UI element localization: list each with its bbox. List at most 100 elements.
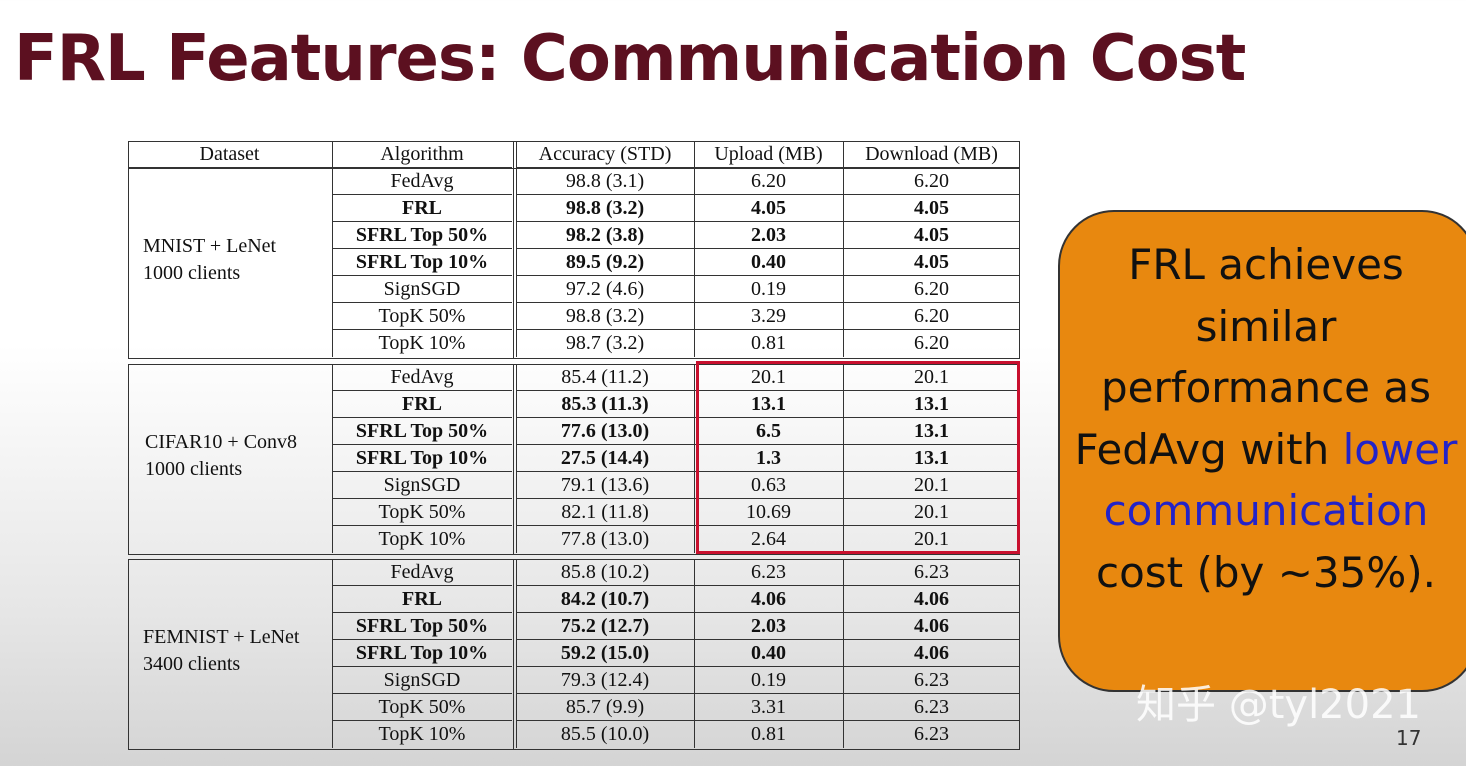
accuracy-cell: 77.6 (13.0) — [515, 417, 694, 445]
upload-cell: 10.69 — [693, 498, 843, 526]
dataset-label: CIFAR10 + Conv8 1000 clients — [145, 429, 297, 483]
table-row: TopK 10% 98.7 (3.2) 0.81 6.20 — [128, 329, 1020, 357]
accuracy-cell: 98.8 (3.2) — [515, 302, 694, 330]
algorithm-cell: FedAvg — [331, 167, 512, 195]
accuracy-cell: 82.1 (11.8) — [515, 498, 694, 526]
table-row: FedAvg 85.8 (10.2) 6.23 6.23 — [128, 558, 1020, 586]
accuracy-cell: 75.2 (12.7) — [515, 612, 694, 640]
algorithm-cell: SFRL Top 10% — [331, 248, 512, 276]
upload-cell: 2.03 — [693, 612, 843, 640]
download-cell: 4.06 — [842, 585, 1020, 613]
table-row: SFRL Top 50% 77.6 (13.0) 6.5 13.1 — [128, 417, 1020, 445]
upload-cell: 4.06 — [693, 585, 843, 613]
double-divider — [513, 142, 518, 169]
accuracy-cell: 77.8 (13.0) — [515, 525, 694, 553]
download-cell: 20.1 — [842, 525, 1020, 553]
table-row: FRL 84.2 (10.7) 4.06 4.06 — [128, 585, 1020, 613]
upload-cell: 20.1 — [693, 363, 843, 391]
header-cell: Algorithm — [331, 140, 512, 168]
download-cell: 13.1 — [842, 390, 1020, 418]
accuracy-cell: 85.5 (10.0) — [515, 720, 694, 748]
table-header: Dataset Algorithm Accuracy (STD) Upload (MB… — [127, 140, 1020, 169]
table-row: FedAvg 85.4 (11.2) 20.1 20.1 — [128, 363, 1020, 391]
table-row: FedAvg 98.8 (3.1) 6.20 6.20 — [128, 167, 1020, 195]
table-row: SignSGD 79.1 (13.6) 0.63 20.1 — [128, 471, 1020, 499]
table-row: TopK 50% 82.1 (11.8) 10.69 20.1 — [128, 498, 1020, 526]
download-cell: 13.1 — [842, 444, 1020, 472]
table-row: FRL 98.8 (3.2) 4.05 4.05 — [128, 194, 1020, 222]
upload-cell: 1.3 — [693, 444, 843, 472]
upload-cell: 0.40 — [693, 248, 843, 276]
upload-cell: 0.19 — [693, 666, 843, 694]
download-cell: 20.1 — [842, 498, 1020, 526]
algorithm-cell: TopK 50% — [331, 693, 512, 721]
download-cell: 4.05 — [842, 194, 1020, 222]
upload-cell: 0.81 — [693, 720, 843, 748]
dataset-line: MNIST + LeNet — [143, 235, 277, 257]
algorithm-cell: TopK 50% — [331, 302, 512, 330]
accuracy-cell: 85.4 (11.2) — [515, 363, 694, 391]
download-cell: 6.20 — [842, 302, 1020, 330]
accuracy-cell: 79.1 (13.6) — [515, 471, 694, 499]
accuracy-cell: 97.2 (4.6) — [515, 275, 694, 303]
upload-cell: 0.40 — [693, 639, 843, 667]
table-row: TopK 10% 77.8 (13.0) 2.64 20.1 — [128, 525, 1020, 553]
upload-cell: 0.81 — [693, 329, 843, 357]
algorithm-cell: FRL — [331, 194, 512, 222]
table-row: TopK 50% 85.7 (9.9) 3.31 6.23 — [128, 693, 1020, 721]
page-number: 17 — [1396, 726, 1422, 750]
download-cell: 6.20 — [842, 167, 1020, 195]
algorithm-cell: FedAvg — [331, 363, 512, 391]
table-row: SFRL Top 50% 75.2 (12.7) 2.03 4.06 — [128, 612, 1020, 640]
algorithm-cell: FedAvg — [331, 558, 512, 586]
accuracy-cell: 79.3 (12.4) — [515, 666, 694, 694]
callout-text-end: cost (by ~35%). — [1095, 547, 1437, 597]
algorithm-cell: SFRL Top 50% — [331, 417, 512, 445]
upload-cell: 3.29 — [693, 302, 843, 330]
upload-cell: 2.03 — [693, 221, 843, 249]
accuracy-cell: 89.5 (9.2) — [515, 248, 694, 276]
table-group: CIFAR10 + Conv8 1000 clients FedAvg 85.4 (1… — [128, 363, 1020, 555]
download-cell: 13.1 — [842, 417, 1020, 445]
algorithm-cell: SFRL Top 10% — [331, 444, 512, 472]
algorithm-cell: TopK 50% — [331, 498, 512, 526]
algorithm-cell: SFRL Top 50% — [331, 221, 512, 249]
dataset-line: 1000 clients — [145, 458, 243, 480]
header-cell: Dataset — [127, 141, 332, 168]
upload-cell: 3.31 — [693, 693, 843, 721]
upload-cell: 0.63 — [693, 471, 843, 499]
algorithm-cell: SignSGD — [331, 666, 512, 694]
accuracy-cell: 59.2 (15.0) — [515, 639, 694, 667]
algorithm-cell: SignSGD — [331, 471, 512, 499]
table-row: SFRL Top 10% 59.2 (15.0) 0.40 4.06 — [128, 639, 1020, 667]
upload-cell: 4.05 — [693, 194, 843, 222]
download-cell: 6.20 — [842, 275, 1020, 303]
download-cell: 6.23 — [842, 693, 1020, 721]
callout-text: FRL achieves similar performance as FedA… — [1060, 234, 1466, 603]
slide-title: FRL Features: Communication Cost — [14, 22, 1246, 96]
table-group: FEMNIST + LeNet 3400 clients FedAvg 85.8 (1… — [128, 558, 1020, 750]
accuracy-cell: 85.3 (11.3) — [515, 390, 694, 418]
double-divider — [513, 365, 518, 554]
download-cell: 4.06 — [842, 639, 1020, 667]
table-row: FRL 85.3 (11.3) 13.1 13.1 — [128, 390, 1020, 418]
dataset-line: 3400 clients — [143, 653, 241, 675]
algorithm-cell: FRL — [331, 585, 512, 613]
table-row: SignSGD 79.3 (12.4) 0.19 6.23 — [128, 666, 1020, 694]
dataset-line: 1000 clients — [143, 262, 241, 284]
accuracy-cell: 27.5 (14.4) — [515, 444, 694, 472]
algorithm-cell: SignSGD — [331, 275, 512, 303]
table-row: SFRL Top 50% 98.2 (3.8) 2.03 4.05 — [128, 221, 1020, 249]
algorithm-cell: SFRL Top 50% — [331, 612, 512, 640]
accuracy-cell: 84.2 (10.7) — [515, 585, 694, 613]
callout-text-highlight: lower communication — [1103, 424, 1458, 536]
accuracy-cell: 85.7 (9.9) — [515, 693, 694, 721]
header-cell: Accuracy (STD) — [515, 140, 694, 168]
header-cell: Download (MB) — [842, 140, 1020, 168]
table-row: SFRL Top 10% 27.5 (14.4) 1.3 13.1 — [128, 444, 1020, 472]
download-cell: 4.05 — [842, 221, 1020, 249]
download-cell: 6.20 — [842, 329, 1020, 357]
dataset-label: FEMNIST + LeNet 3400 clients — [143, 624, 299, 678]
double-divider — [513, 169, 518, 358]
upload-cell: 6.5 — [693, 417, 843, 445]
